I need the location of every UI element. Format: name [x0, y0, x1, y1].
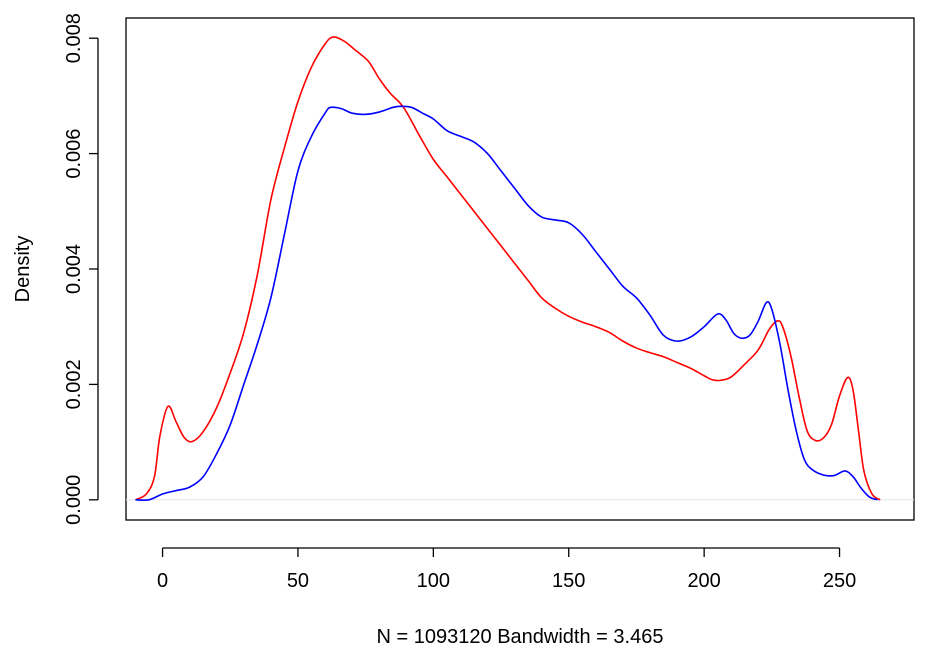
x-tick-label: 200 [687, 570, 720, 592]
y-tick-label: 0.004 [63, 244, 85, 294]
y-tick-label: 0.000 [63, 475, 85, 525]
x-tick-label: 100 [417, 570, 450, 592]
x-axis: 0 50 100 150 200 250 [157, 547, 856, 592]
x-tick-label: 0 [157, 570, 168, 592]
series-layer [135, 36, 881, 502]
y-axis: 0.000 0.002 0.004 0.006 0.008 [63, 13, 99, 525]
plot-frame [125, 17, 915, 521]
y-axis-title: Density [12, 236, 34, 303]
x-axis-title: N = 1093120 Bandwidth = 3.465 [377, 626, 664, 648]
y-tick-label: 0.008 [63, 13, 85, 63]
y-tick-label: 0.006 [63, 129, 85, 179]
x-tick-label: 50 [287, 570, 309, 592]
density-line-1 [135, 36, 881, 501]
x-tick-label: 250 [823, 570, 856, 592]
density-line-2 [135, 105, 878, 502]
y-tick-label: 0.002 [63, 359, 85, 409]
x-tick-label: 150 [552, 570, 585, 592]
